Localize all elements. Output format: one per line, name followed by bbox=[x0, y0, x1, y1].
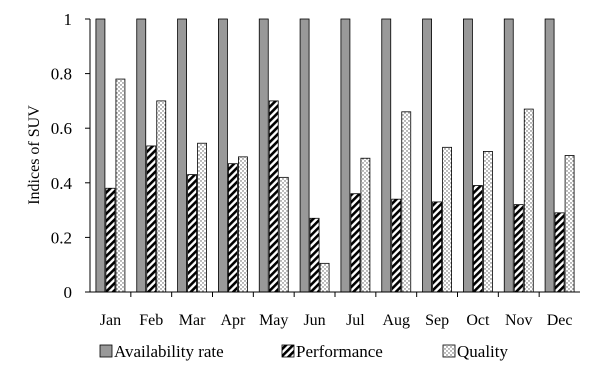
bar-quality-may bbox=[278, 176, 289, 293]
bar-quality-aug bbox=[401, 111, 412, 293]
bar-availability-rate-mar bbox=[177, 18, 187, 293]
y-tick-label: 0.8 bbox=[51, 65, 72, 84]
x-tick-label: Feb bbox=[139, 312, 163, 329]
x-axis: Jan Feb Mar Apr May Jun Jul Aug Sep Oct Nov Dec bbox=[90, 291, 580, 329]
bar-availability-rate-nov bbox=[503, 18, 514, 293]
legend-label: Quality bbox=[457, 342, 508, 361]
x-tick-label: Mar bbox=[179, 312, 206, 329]
legend-swatch-availability-rate bbox=[99, 344, 113, 358]
bar-availability-rate-aug bbox=[381, 18, 392, 293]
bar-quality-feb bbox=[156, 100, 167, 293]
bar-performance-aug bbox=[391, 198, 402, 293]
bar-performance-mar bbox=[187, 174, 197, 293]
bar-availability-rate-may bbox=[258, 18, 269, 293]
y-tick-label: 0.4 bbox=[51, 174, 73, 193]
y-tick-label: 1 bbox=[64, 10, 73, 29]
legend-swatch-performance bbox=[281, 344, 295, 358]
bar-quality-mar bbox=[197, 142, 207, 293]
x-tick-label: Jun bbox=[303, 312, 325, 329]
x-tick-label: Jan bbox=[100, 312, 121, 329]
bar-performance-may bbox=[268, 100, 279, 293]
bar-performance-feb bbox=[146, 145, 157, 293]
y-axis: 0 0.2 0.4 0.6 0.8 1 bbox=[51, 10, 91, 302]
bar-performance-sep bbox=[432, 201, 442, 293]
bar-performance-oct bbox=[473, 185, 483, 293]
bar-quality-apr bbox=[238, 156, 248, 293]
x-tick-label: Jul bbox=[346, 312, 365, 329]
bar-performance-dec bbox=[554, 212, 565, 293]
x-tick-label: Oct bbox=[466, 312, 490, 329]
y-axis-label: Indices of SUV bbox=[26, 105, 43, 205]
bar-performance-nov bbox=[513, 204, 524, 293]
y-tick-label: 0.6 bbox=[51, 119, 72, 138]
bar-availability-rate-apr bbox=[218, 18, 228, 293]
bar-availability-rate-jul bbox=[340, 18, 351, 293]
bar-quality-jul bbox=[360, 157, 371, 293]
bar-performance-apr bbox=[228, 163, 238, 293]
bar-quality-dec bbox=[564, 155, 575, 293]
bar-performance-jun bbox=[309, 217, 320, 293]
legend-swatch-quality bbox=[442, 344, 456, 358]
bar-availability-rate-jun bbox=[299, 18, 310, 293]
legend-label: Availability rate bbox=[114, 342, 224, 361]
x-tick-label: Sep bbox=[425, 312, 449, 329]
x-tick-label: Dec bbox=[547, 312, 573, 329]
bar-availability-rate-jan bbox=[95, 18, 106, 293]
bar-performance-jan bbox=[105, 187, 116, 293]
x-tick-label: May bbox=[259, 312, 288, 329]
bar-availability-rate-feb bbox=[136, 18, 147, 293]
bar-availability-rate-dec bbox=[544, 18, 555, 293]
legend-label: Performance bbox=[296, 342, 383, 361]
bar-quality-sep bbox=[442, 146, 452, 293]
bar-quality-oct bbox=[483, 151, 493, 293]
legend: Availability rate Performance Quality bbox=[99, 342, 508, 361]
bar-quality-nov bbox=[523, 108, 534, 293]
bar-performance-jul bbox=[350, 193, 361, 293]
y-tick-label: 0 bbox=[64, 283, 73, 302]
bars bbox=[95, 18, 575, 293]
bar-quality-jan bbox=[115, 78, 126, 293]
y-tick-label: 0.2 bbox=[51, 228, 72, 247]
bar-quality-jun bbox=[319, 262, 330, 293]
bar-availability-rate-oct bbox=[463, 18, 473, 293]
x-tick-label: Apr bbox=[220, 312, 246, 329]
x-tick-label: Aug bbox=[382, 312, 410, 329]
bar-availability-rate-sep bbox=[422, 18, 432, 293]
x-tick-label: Nov bbox=[505, 312, 533, 329]
